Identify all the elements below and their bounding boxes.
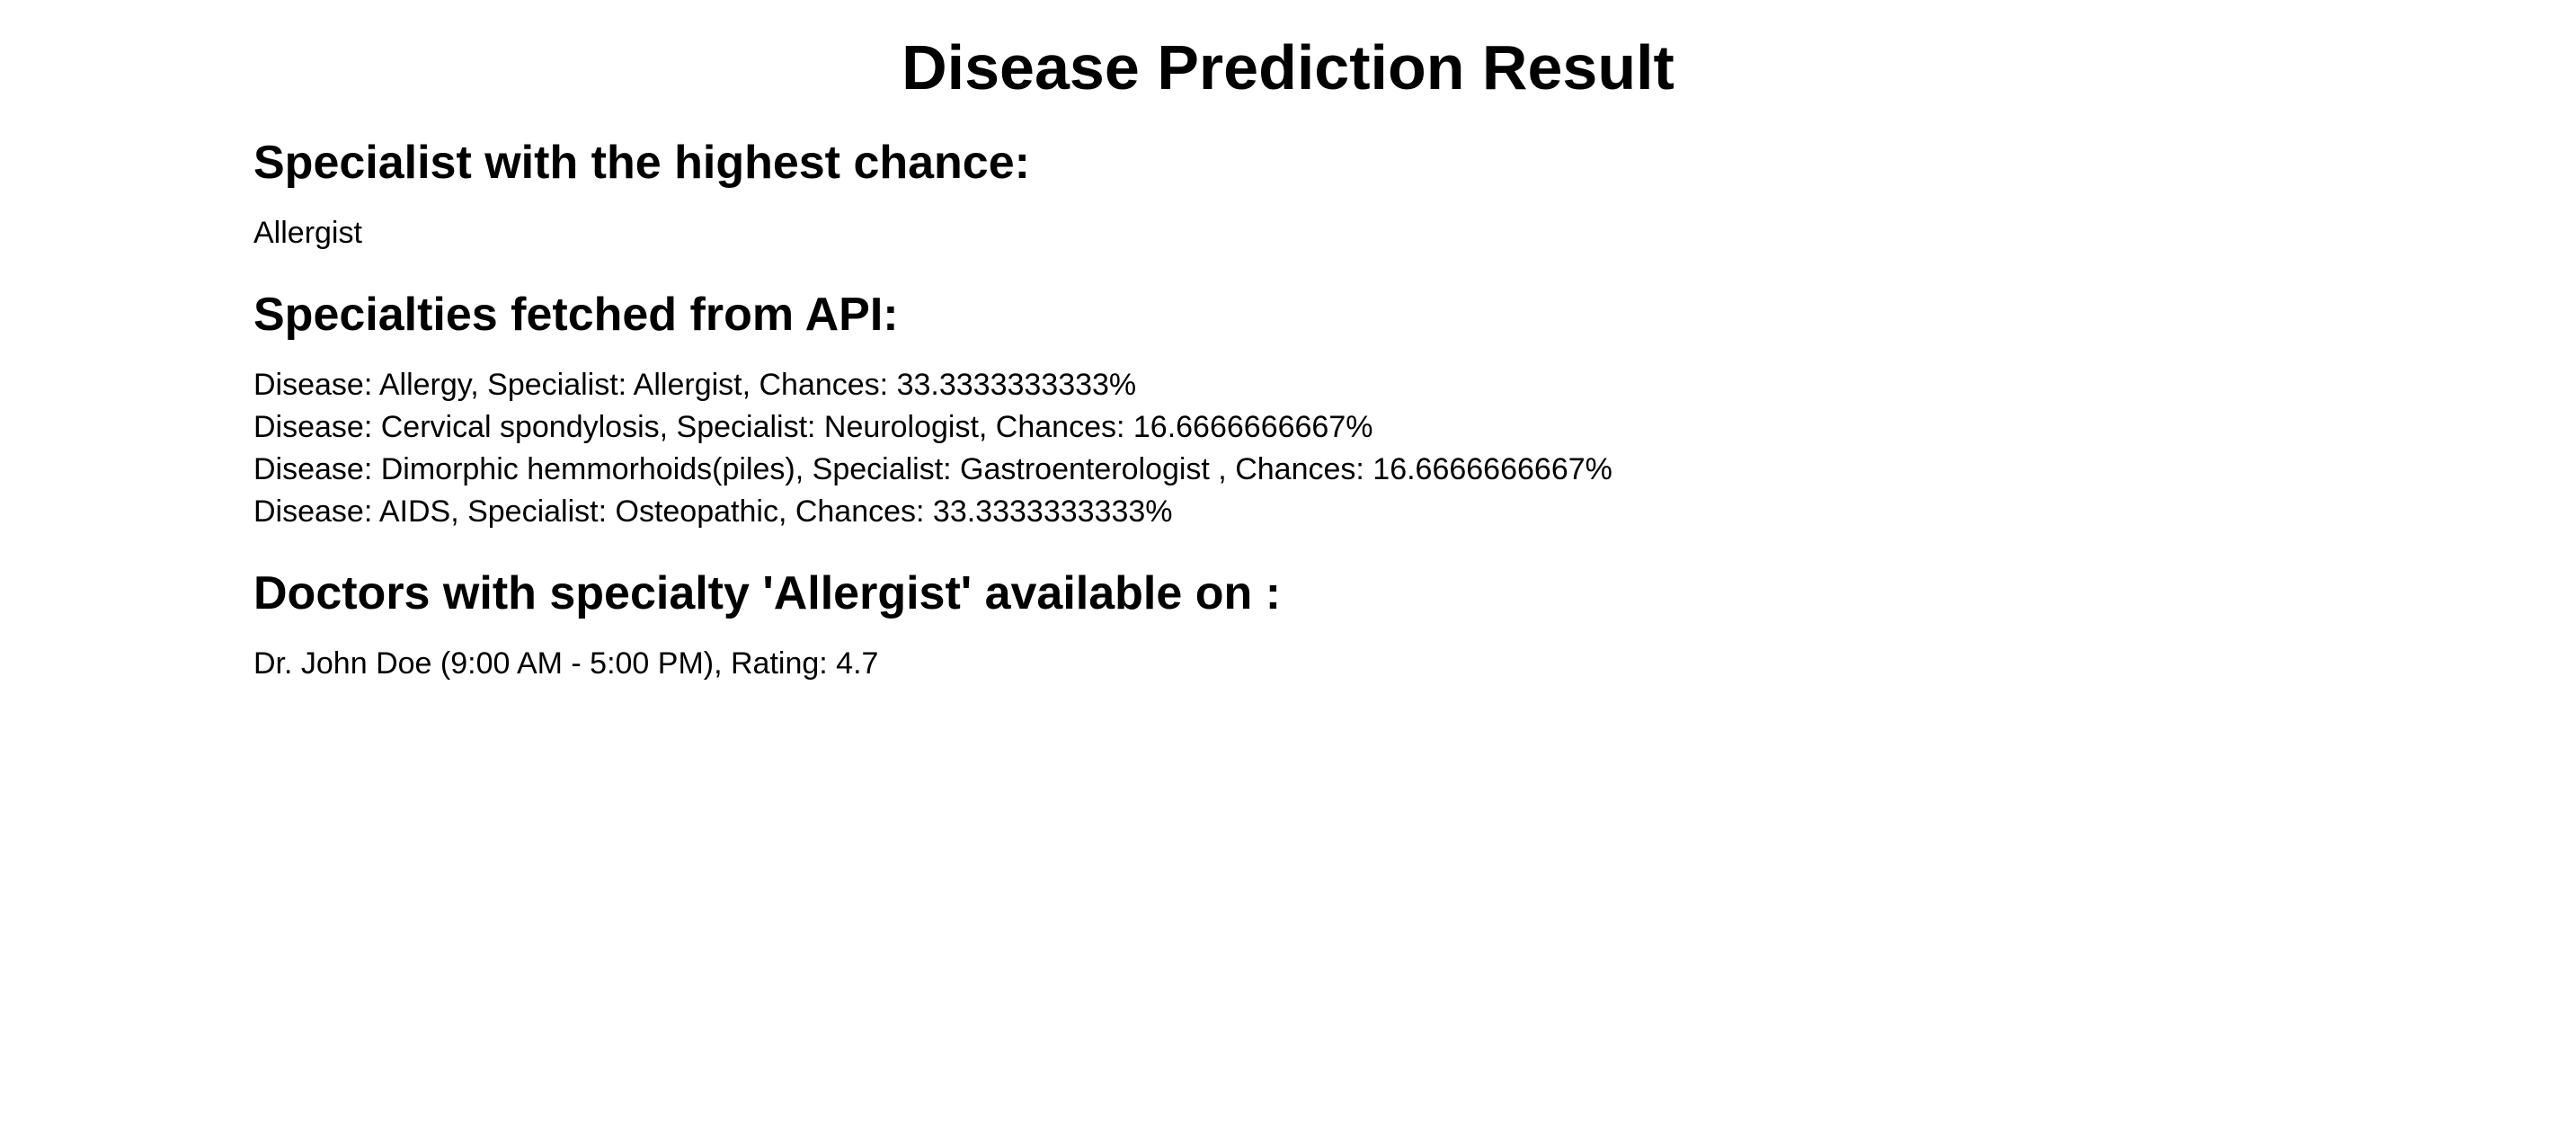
- top-specialist-section: Specialist with the highest chance: Alle…: [253, 133, 2321, 254]
- doctors-list: Dr. John Doe (9:00 AM - 5:00 PM), Rating…: [253, 643, 2321, 685]
- specialty-item: Disease: Allergy, Specialist: Allergist,…: [253, 368, 1137, 402]
- specialties-list: Disease: Allergy, Specialist: Allergist,…: [253, 364, 2321, 533]
- doctors-heading: Doctors with specialty 'Allergist' avail…: [253, 567, 1282, 619]
- specialties-section: Specialties fetched from API: Disease: A…: [253, 285, 2321, 533]
- specialty-item: Disease: Cervical spondylosis, Specialis…: [253, 410, 1373, 444]
- page-title: Disease Prediction Result: [902, 32, 1674, 102]
- top-specialist-value: Allergist: [253, 216, 362, 250]
- specialty-item: Disease: Dimorphic hemmorhoids(piles), S…: [253, 452, 1612, 486]
- result-content: Specialist with the highest chance: Alle…: [253, 133, 2321, 685]
- doctors-section: Doctors with specialty 'Allergist' avail…: [253, 564, 2321, 685]
- specialty-item: Disease: AIDS, Specialist: Osteopathic, …: [253, 494, 1173, 529]
- doctor-item: Dr. John Doe (9:00 AM - 5:00 PM), Rating…: [253, 646, 879, 681]
- specialties-heading: Specialties fetched from API:: [253, 289, 899, 341]
- top-specialist-heading: Specialist with the highest chance:: [253, 137, 1030, 189]
